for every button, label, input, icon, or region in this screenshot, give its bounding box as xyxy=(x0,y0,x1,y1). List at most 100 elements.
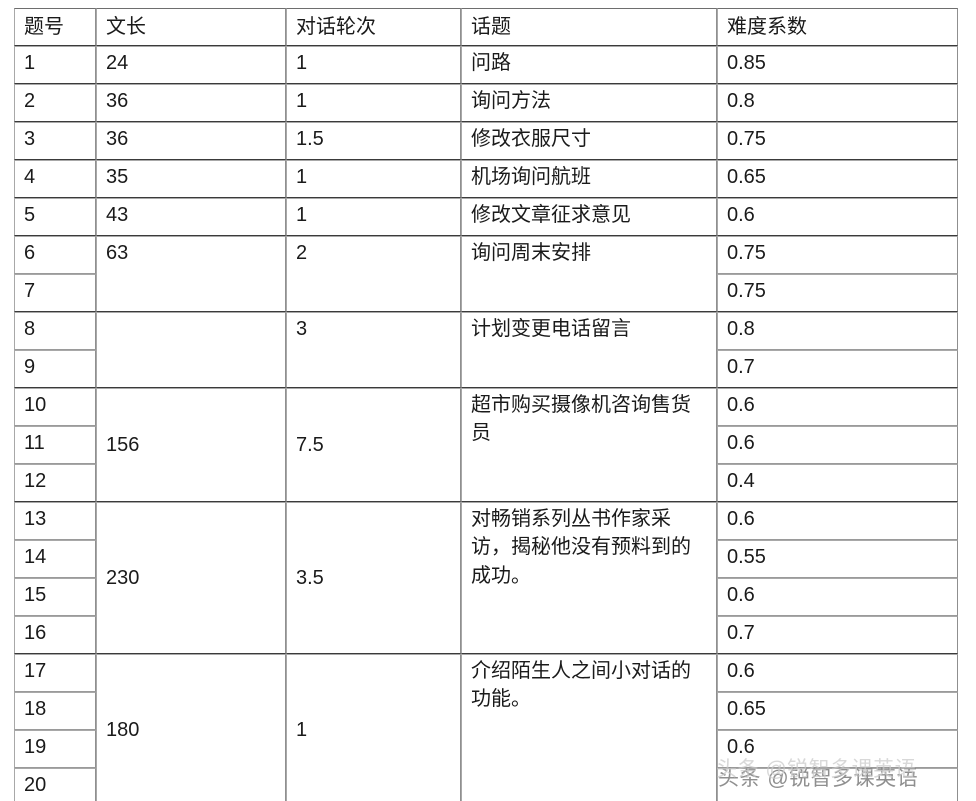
cell-length-merged: 180 xyxy=(96,654,286,801)
cell-topic: 问路 xyxy=(461,46,717,84)
cell-number: 5 xyxy=(14,198,96,236)
table-row: 8 3 计划变更电话留言 0.8 xyxy=(14,312,958,388)
cell-number: 19 xyxy=(14,730,96,768)
cell-difficulty: 0.65 xyxy=(717,160,958,198)
column-header-number: 题号 xyxy=(14,8,96,46)
cell-number: 7 xyxy=(14,274,96,312)
cell-number: 8 xyxy=(14,312,96,350)
table-row: 9 0.7 xyxy=(14,350,958,388)
watermark-text: 头条 @锐智多课英语 xyxy=(718,767,919,790)
table-row: 16 0.7 xyxy=(14,616,958,654)
cell-turns-merged: 1 xyxy=(286,654,461,801)
table-row: 18 0.65 xyxy=(14,692,958,730)
cell-length: 24 xyxy=(96,46,286,84)
table-row: 1 24 1 问路 0.85 xyxy=(14,46,958,84)
cell-number: 15 xyxy=(14,578,96,616)
cell-number: 11 xyxy=(14,426,96,464)
cell-length: 43 xyxy=(96,198,286,236)
cell-topic: 修改文章征求意见 xyxy=(461,198,717,236)
table-row: 13 230 3.5 对畅销系列丛书作家采访，揭秘他没有预料到的成功。 0.6 xyxy=(14,502,958,654)
cell-difficulty: 0.65 xyxy=(717,692,958,730)
cell-difficulty: 0.8 xyxy=(717,312,958,350)
cell-length: 36 xyxy=(96,122,286,160)
cell-topic-merged: 对畅销系列丛书作家采访，揭秘他没有预料到的成功。 xyxy=(461,502,717,654)
table-row: 11 0.6 xyxy=(14,426,958,464)
cell-turns: 1 xyxy=(286,46,461,84)
cell-turns-merged: 7.5 xyxy=(286,388,461,502)
cell-number: 17 xyxy=(14,654,96,692)
cell-number: 4 xyxy=(14,160,96,198)
cell-topic-merged: 计划变更电话留言 xyxy=(461,312,717,388)
cell-difficulty: 0.85 xyxy=(717,46,958,84)
cell-difficulty: 0.6 xyxy=(717,654,958,692)
cell-number: 9 xyxy=(14,350,96,388)
table-row: 4 35 1 机场询问航班 0.65 xyxy=(14,160,958,198)
cell-topic-merged: 介绍陌生人之间小对话的功能。 xyxy=(461,654,717,801)
table-row: 14 0.55 xyxy=(14,540,958,578)
table-row: 12 0.4 xyxy=(14,464,958,502)
cell-topic-merged: 询问周末安排 xyxy=(461,236,717,312)
cell-topic-merged: 超市购买摄像机咨询售货员 xyxy=(461,388,717,502)
cell-number: 12 xyxy=(14,464,96,502)
cell-number: 16 xyxy=(14,616,96,654)
cell-length: 36 xyxy=(96,84,286,122)
cell-difficulty: 0.6 xyxy=(717,578,958,616)
cell-difficulty: 0.55 xyxy=(717,540,958,578)
cell-length-merged xyxy=(96,312,286,388)
cell-number: 1 xyxy=(14,46,96,84)
cell-topic: 修改衣服尺寸 xyxy=(461,122,717,160)
table-row: 7 0.75 xyxy=(14,274,958,312)
cell-difficulty: 0.75 xyxy=(717,122,958,160)
cell-topic: 机场询问航班 xyxy=(461,160,717,198)
cell-difficulty: 0.75 xyxy=(717,274,958,312)
watermark-ghost-text: 头条 @锐智多课英语 xyxy=(716,758,917,781)
cell-length-merged: 63 xyxy=(96,236,286,312)
cell-turns-merged: 2 xyxy=(286,236,461,312)
cell-difficulty: 0.75 xyxy=(717,236,958,274)
table-row: 10 156 7.5 超市购买摄像机咨询售货员 0.6 xyxy=(14,388,958,502)
cell-turns: 1 xyxy=(286,198,461,236)
column-header-turns: 对话轮次 xyxy=(286,8,461,46)
cell-length-merged: 156 xyxy=(96,388,286,502)
cell-number: 20 xyxy=(14,768,96,801)
cell-turns: 1 xyxy=(286,160,461,198)
table-row: 2 36 1 询问方法 0.8 xyxy=(14,84,958,122)
cell-difficulty: 0.6 xyxy=(717,198,958,236)
cell-difficulty: 0.7 xyxy=(717,350,958,388)
column-header-difficulty: 难度系数 xyxy=(717,8,958,46)
cell-difficulty: 0.8 xyxy=(717,84,958,122)
cell-difficulty xyxy=(717,768,958,801)
table-header-row: 题号 文长 对话轮次 话题 难度系数 xyxy=(14,8,958,46)
cell-number: 18 xyxy=(14,692,96,730)
cell-number: 14 xyxy=(14,540,96,578)
cell-number: 3 xyxy=(14,122,96,160)
cell-difficulty: 0.7 xyxy=(717,616,958,654)
table-row: 5 43 1 修改文章征求意见 0.6 xyxy=(14,198,958,236)
table-row: 19 0.6 xyxy=(14,730,958,768)
cell-number: 6 xyxy=(14,236,96,274)
cell-difficulty: 0.6 xyxy=(717,388,958,426)
cell-turns-merged: 3.5 xyxy=(286,502,461,654)
table-row: 15 0.6 xyxy=(14,578,958,616)
cell-topic: 询问方法 xyxy=(461,84,717,122)
cell-difficulty: 0.6 xyxy=(717,502,958,540)
cell-turns: 1 xyxy=(286,84,461,122)
table-row: 20 xyxy=(14,768,958,801)
column-header-length: 文长 xyxy=(96,8,286,46)
watermark: 头条 @锐智多课英语 头条 @锐智多课英语 xyxy=(716,758,919,792)
cell-turns-merged: 3 xyxy=(286,312,461,388)
cell-number: 10 xyxy=(14,388,96,426)
cell-number: 2 xyxy=(14,84,96,122)
cell-difficulty: 0.6 xyxy=(717,730,958,768)
cell-difficulty: 0.6 xyxy=(717,426,958,464)
cell-number: 13 xyxy=(14,502,96,540)
cell-length-merged: 230 xyxy=(96,502,286,654)
column-header-topic: 话题 xyxy=(461,8,717,46)
table-row: 6 63 2 询问周末安排 0.75 xyxy=(14,236,958,312)
table-row: 3 36 1.5 修改衣服尺寸 0.75 xyxy=(14,122,958,160)
cell-turns: 1.5 xyxy=(286,122,461,160)
cell-length: 35 xyxy=(96,160,286,198)
cell-difficulty: 0.4 xyxy=(717,464,958,502)
table-row: 17 180 1 介绍陌生人之间小对话的功能。 0.6 xyxy=(14,654,958,801)
